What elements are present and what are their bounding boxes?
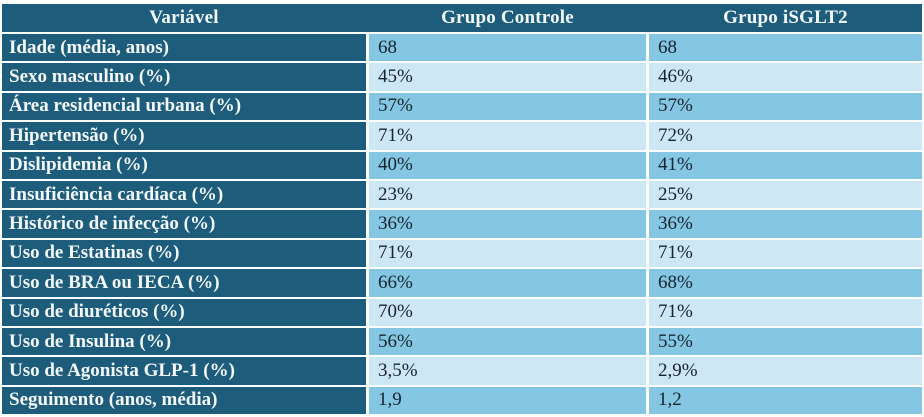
row-value-grupo-controle: 45% — [369, 63, 646, 91]
row-value-grupo-controle: 68 — [369, 34, 646, 62]
table-row: Uso de Estatinas (%) 71% 71% — [2, 239, 922, 268]
row-value-grupo-controle: 36% — [369, 210, 646, 238]
row-value-grupo-isglt2: 41% — [649, 151, 922, 179]
row-value-grupo-isglt2: 1,2 — [649, 386, 922, 415]
table-row: Área residencial urbana (%) 57% 57% — [2, 92, 922, 121]
table-row: Dislipidemia (%) 40% 41% — [2, 151, 922, 179]
row-value-grupo-isglt2: 55% — [649, 327, 922, 356]
column-header-variavel: Variável — [2, 4, 366, 32]
row-variable-label: Insuficiência cardíaca (%) — [2, 180, 366, 209]
row-value-grupo-controle: 71% — [369, 122, 646, 150]
row-value-grupo-isglt2: 71% — [649, 298, 922, 326]
row-value-grupo-controle: 1,9 — [369, 386, 646, 415]
table-row: Uso de Agonista GLP-1 (%) 3,5% 2,9% — [2, 357, 922, 385]
row-value-grupo-isglt2: 46% — [649, 63, 922, 91]
row-value-grupo-controle: 23% — [369, 180, 646, 209]
table-row: Hipertensão (%) 71% 72% — [2, 122, 922, 150]
row-variable-label: Uso de BRA ou IECA (%) — [2, 269, 366, 297]
row-value-grupo-controle: 3,5% — [369, 357, 646, 385]
row-value-grupo-controle: 57% — [369, 92, 646, 121]
row-variable-label: Uso de Estatinas (%) — [2, 239, 366, 268]
row-variable-label: Idade (média, anos) — [2, 34, 366, 62]
row-variable-label: Hipertensão (%) — [2, 122, 366, 150]
row-variable-label: Dislipidemia (%) — [2, 151, 366, 179]
row-variable-label: Uso de Insulina (%) — [2, 327, 366, 356]
row-value-grupo-isglt2: 36% — [649, 210, 922, 238]
row-value-grupo-isglt2: 68 — [649, 34, 922, 62]
row-variable-label: Histórico de infecção (%) — [2, 210, 366, 238]
column-header-grupo-isglt2: Grupo iSGLT2 — [649, 4, 922, 32]
baseline-characteristics-table: Variável Grupo Controle Grupo iSGLT2 Ida… — [2, 4, 922, 415]
table-row: Sexo masculino (%) 45% 46% — [2, 63, 922, 91]
table-row: Uso de Insulina (%) 56% 55% — [2, 327, 922, 356]
row-value-grupo-isglt2: 25% — [649, 180, 922, 209]
row-value-grupo-isglt2: 72% — [649, 122, 922, 150]
row-value-grupo-isglt2: 68% — [649, 269, 922, 297]
row-variable-label: Sexo masculino (%) — [2, 63, 366, 91]
row-value-grupo-controle: 71% — [369, 239, 646, 268]
row-variable-label: Área residencial urbana (%) — [2, 92, 366, 121]
row-value-grupo-controle: 70% — [369, 298, 646, 326]
row-variable-label: Uso de Agonista GLP-1 (%) — [2, 357, 366, 385]
row-value-grupo-controle: 66% — [369, 269, 646, 297]
table-row: Seguimento (anos, média) 1,9 1,2 — [2, 386, 922, 415]
table-row: Uso de diuréticos (%) 70% 71% — [2, 298, 922, 326]
row-value-grupo-isglt2: 57% — [649, 92, 922, 121]
table-row: Insuficiência cardíaca (%) 23% 25% — [2, 180, 922, 209]
row-variable-label: Uso de diuréticos (%) — [2, 298, 366, 326]
table-row: Uso de BRA ou IECA (%) 66% 68% — [2, 269, 922, 297]
row-variable-label: Seguimento (anos, média) — [2, 386, 366, 415]
table-header-row: Variável Grupo Controle Grupo iSGLT2 — [2, 4, 922, 32]
row-value-grupo-isglt2: 71% — [649, 239, 922, 268]
table-row: Histórico de infecção (%) 36% 36% — [2, 210, 922, 238]
row-value-grupo-controle: 56% — [369, 327, 646, 356]
column-header-grupo-controle: Grupo Controle — [369, 4, 646, 32]
table-row: Idade (média, anos) 68 68 — [2, 34, 922, 62]
row-value-grupo-controle: 40% — [369, 151, 646, 179]
row-value-grupo-isglt2: 2,9% — [649, 357, 922, 385]
